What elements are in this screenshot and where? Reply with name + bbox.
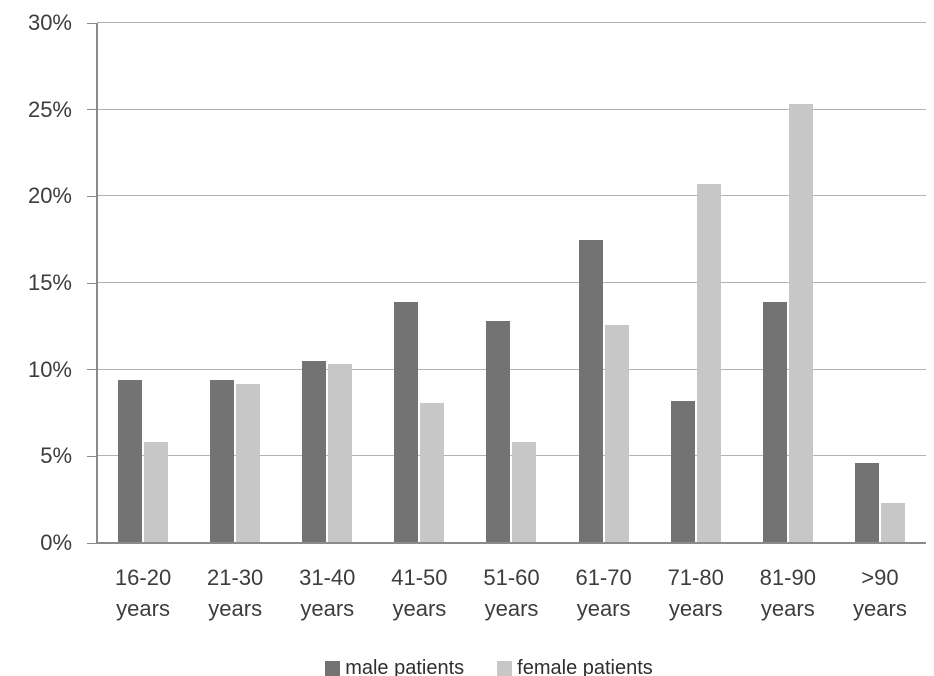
x-tick-label: 71-80 years: [667, 565, 724, 621]
y-tick-label: 30%: [27, 10, 72, 35]
bar-group-81-90: [742, 23, 834, 543]
x-tick-label: 61-70 years: [575, 565, 632, 621]
gridline: [97, 455, 926, 457]
bar-male-31-40: [302, 361, 327, 543]
x-axis-line: [97, 542, 926, 544]
bars-layer: [97, 23, 926, 543]
bar-group-21-30: [189, 23, 281, 543]
bar-female-21-30: [236, 383, 261, 543]
y-axis-tick: [87, 22, 97, 24]
plot-area: [96, 22, 926, 544]
y-tick-label: 10%: [27, 356, 72, 382]
legend-label: female patients: [517, 657, 653, 676]
legend-item-male: male patients: [325, 655, 464, 676]
x-axis-labels: 16-20 years 21-30 years 31-40 years 41-50 years…: [97, 562, 926, 624]
y-axis-tick: [87, 195, 97, 197]
x-tick-label: 21-30 years: [207, 565, 264, 621]
y-axis-line: [96, 23, 98, 544]
bar-group->90: [834, 23, 926, 543]
bar-male-41-50: [394, 302, 419, 543]
gridline: [97, 22, 926, 23]
bar-male-21-30: [210, 380, 235, 543]
bar-female-51-60: [512, 442, 537, 543]
bar-group-41-50: [373, 23, 465, 543]
x-tick-label: 16-20 years: [114, 565, 172, 621]
y-axis-tick: [87, 455, 97, 457]
y-tick-label: 25%: [27, 96, 72, 122]
bar-female->90: [880, 503, 905, 543]
bar-group-31-40: [281, 23, 373, 543]
gridline: [97, 282, 926, 283]
legend-item-female: female patients: [497, 655, 653, 676]
bar-female-71-80: [696, 184, 721, 543]
y-axis-tick: [87, 542, 97, 544]
bar-male-61-70: [578, 239, 603, 543]
bar-male-16-20: [118, 380, 143, 543]
legend-swatch-icon: [497, 660, 513, 676]
y-tick-label: 15%: [27, 270, 72, 295]
bar-male-51-60: [486, 321, 511, 543]
gridline: [97, 195, 926, 197]
legend-swatch-icon: [325, 660, 341, 676]
bar-group-61-70: [558, 23, 650, 543]
bar-male->90: [854, 463, 879, 543]
bar-group-71-80: [650, 23, 742, 543]
x-tick-label: >90 years: [853, 565, 907, 621]
bar-female-41-50: [420, 402, 445, 543]
x-tick-label: 41-50 years: [391, 565, 448, 621]
x-tick-label: 31-40 years: [299, 565, 356, 621]
y-axis-tick: [87, 282, 97, 284]
bar-male-81-90: [762, 302, 787, 543]
y-axis-tick: [87, 109, 97, 111]
x-tick-label: 81-90 years: [759, 565, 816, 621]
y-axis-tick: [87, 369, 97, 371]
bar-group-51-60: [465, 23, 557, 543]
legend: male patients female patients: [22, 655, 934, 676]
bar-female-61-70: [604, 324, 629, 543]
bar-female-81-90: [788, 104, 813, 543]
gridline: [97, 108, 926, 110]
x-tick-label: 51-60 years: [483, 565, 540, 621]
gridline: [97, 368, 926, 370]
y-tick-label: 5%: [40, 443, 72, 469]
bar-group-16-20: [97, 23, 189, 543]
y-tick-label: 0%: [40, 530, 72, 555]
legend-label: male patients: [345, 657, 465, 676]
y-tick-label: 20%: [27, 183, 72, 209]
bar-female-31-40: [328, 364, 353, 543]
bar-male-71-80: [670, 400, 695, 543]
bar-female-16-20: [144, 442, 169, 543]
